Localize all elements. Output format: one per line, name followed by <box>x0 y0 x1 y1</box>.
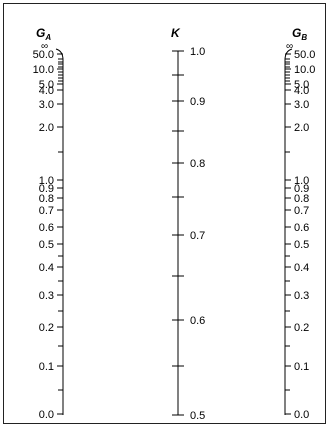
gb-tick-label: 4.0 <box>294 85 309 97</box>
gb-axis-line <box>284 48 293 415</box>
diagram-border <box>3 3 326 424</box>
gb-tick-label: 2.0 <box>294 122 309 134</box>
ga-tick-label: 0.6 <box>39 222 54 234</box>
gb-tick-label: 0.5 <box>294 239 309 251</box>
k-scale: 1.0 0.9 0.8 0.7 0.6 0.5 <box>172 46 205 422</box>
ga-tick-label: 1.0 <box>39 175 54 187</box>
gb-scale: 50.0 10.0 5.04.0 3.0 2.0 1.00.90.80.7 0.6 0.5 0.… <box>285 49 315 421</box>
ga-infinity-symbol: ∞ <box>41 41 48 52</box>
ga-tick-label: 5.0 <box>39 79 54 91</box>
ga-tick-label: 0.4 <box>39 262 54 274</box>
gb-tick-label: 0.7 <box>294 205 309 217</box>
gb-tick-label: 0.9 <box>294 183 309 195</box>
k-title: K <box>171 26 181 40</box>
gb-tick-label: 3.0 <box>294 99 309 111</box>
k-tick-label: 0.8 <box>190 158 205 170</box>
ga-scale: 50.0 10.0 5.04.0 3.0 2.0 1.00.90.80.7 0.6 0.5 0.… <box>33 49 63 421</box>
ga-tick-label: 0.1 <box>39 361 54 373</box>
k-tick-label: 0.7 <box>190 230 205 242</box>
ga-tick-label: 3.0 <box>39 99 54 111</box>
ga-tick-label: 0.8 <box>39 193 54 205</box>
gb-title: GB <box>292 26 307 42</box>
ga-tick-label: 50.0 <box>33 49 54 61</box>
gb-tick-label: 0.8 <box>294 193 309 205</box>
ga-axis-line <box>55 48 64 415</box>
gb-tick-label: 0.4 <box>294 262 309 274</box>
gb-tick-label: 0.0 <box>294 409 309 421</box>
ga-tick-label: 2.0 <box>39 122 54 134</box>
gb-tick-label: 1.0 <box>294 175 309 187</box>
gb-tick-label: 5.0 <box>294 79 309 91</box>
gb-tick-label: 0.3 <box>294 290 309 302</box>
gb-tick-label: 0.2 <box>294 322 309 334</box>
gb-tick-label: 0.1 <box>294 361 309 373</box>
k-tick-label: 0.5 <box>190 410 205 422</box>
ga-tick-label: 4.0 <box>39 85 54 97</box>
k-tick-label: 0.6 <box>190 315 205 327</box>
ga-tick-label: 0.2 <box>39 322 54 334</box>
k-tick-label: 1.0 <box>190 46 205 58</box>
ga-tick-label: 10.0 <box>33 64 54 76</box>
ga-tick-label: 0.0 <box>39 409 54 421</box>
gb-infinity-symbol: ∞ <box>286 41 293 52</box>
ga-tick-label: 0.7 <box>39 205 54 217</box>
ga-tick-label: 0.3 <box>39 290 54 302</box>
k-tick-label: 0.9 <box>190 96 205 108</box>
ga-title: GA <box>36 26 51 42</box>
ga-tick-label: 0.5 <box>39 239 54 251</box>
ga-tick-label: 0.9 <box>39 183 54 195</box>
gb-tick-label: 10.0 <box>294 64 315 76</box>
gb-tick-label: 50.0 <box>294 49 315 61</box>
gb-tick-label: 0.6 <box>294 222 309 234</box>
